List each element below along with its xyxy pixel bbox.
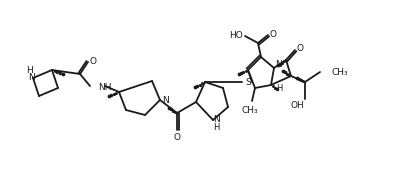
Text: N: N [213,115,220,125]
Text: O: O [296,43,303,52]
Text: O: O [269,30,276,38]
Text: HO: HO [229,30,242,40]
Text: N: N [275,59,282,69]
Text: O: O [89,57,96,66]
Text: S: S [245,78,250,86]
Text: N: N [162,96,169,105]
Text: O: O [173,134,180,142]
Text: H: H [212,124,219,132]
Text: CH₃: CH₃ [331,67,348,76]
Text: OH: OH [290,100,303,110]
Text: H: H [275,83,281,93]
Text: N: N [29,72,35,81]
Text: H: H [27,66,33,74]
Text: NH: NH [98,83,111,91]
Text: CH₃: CH₃ [241,105,258,115]
